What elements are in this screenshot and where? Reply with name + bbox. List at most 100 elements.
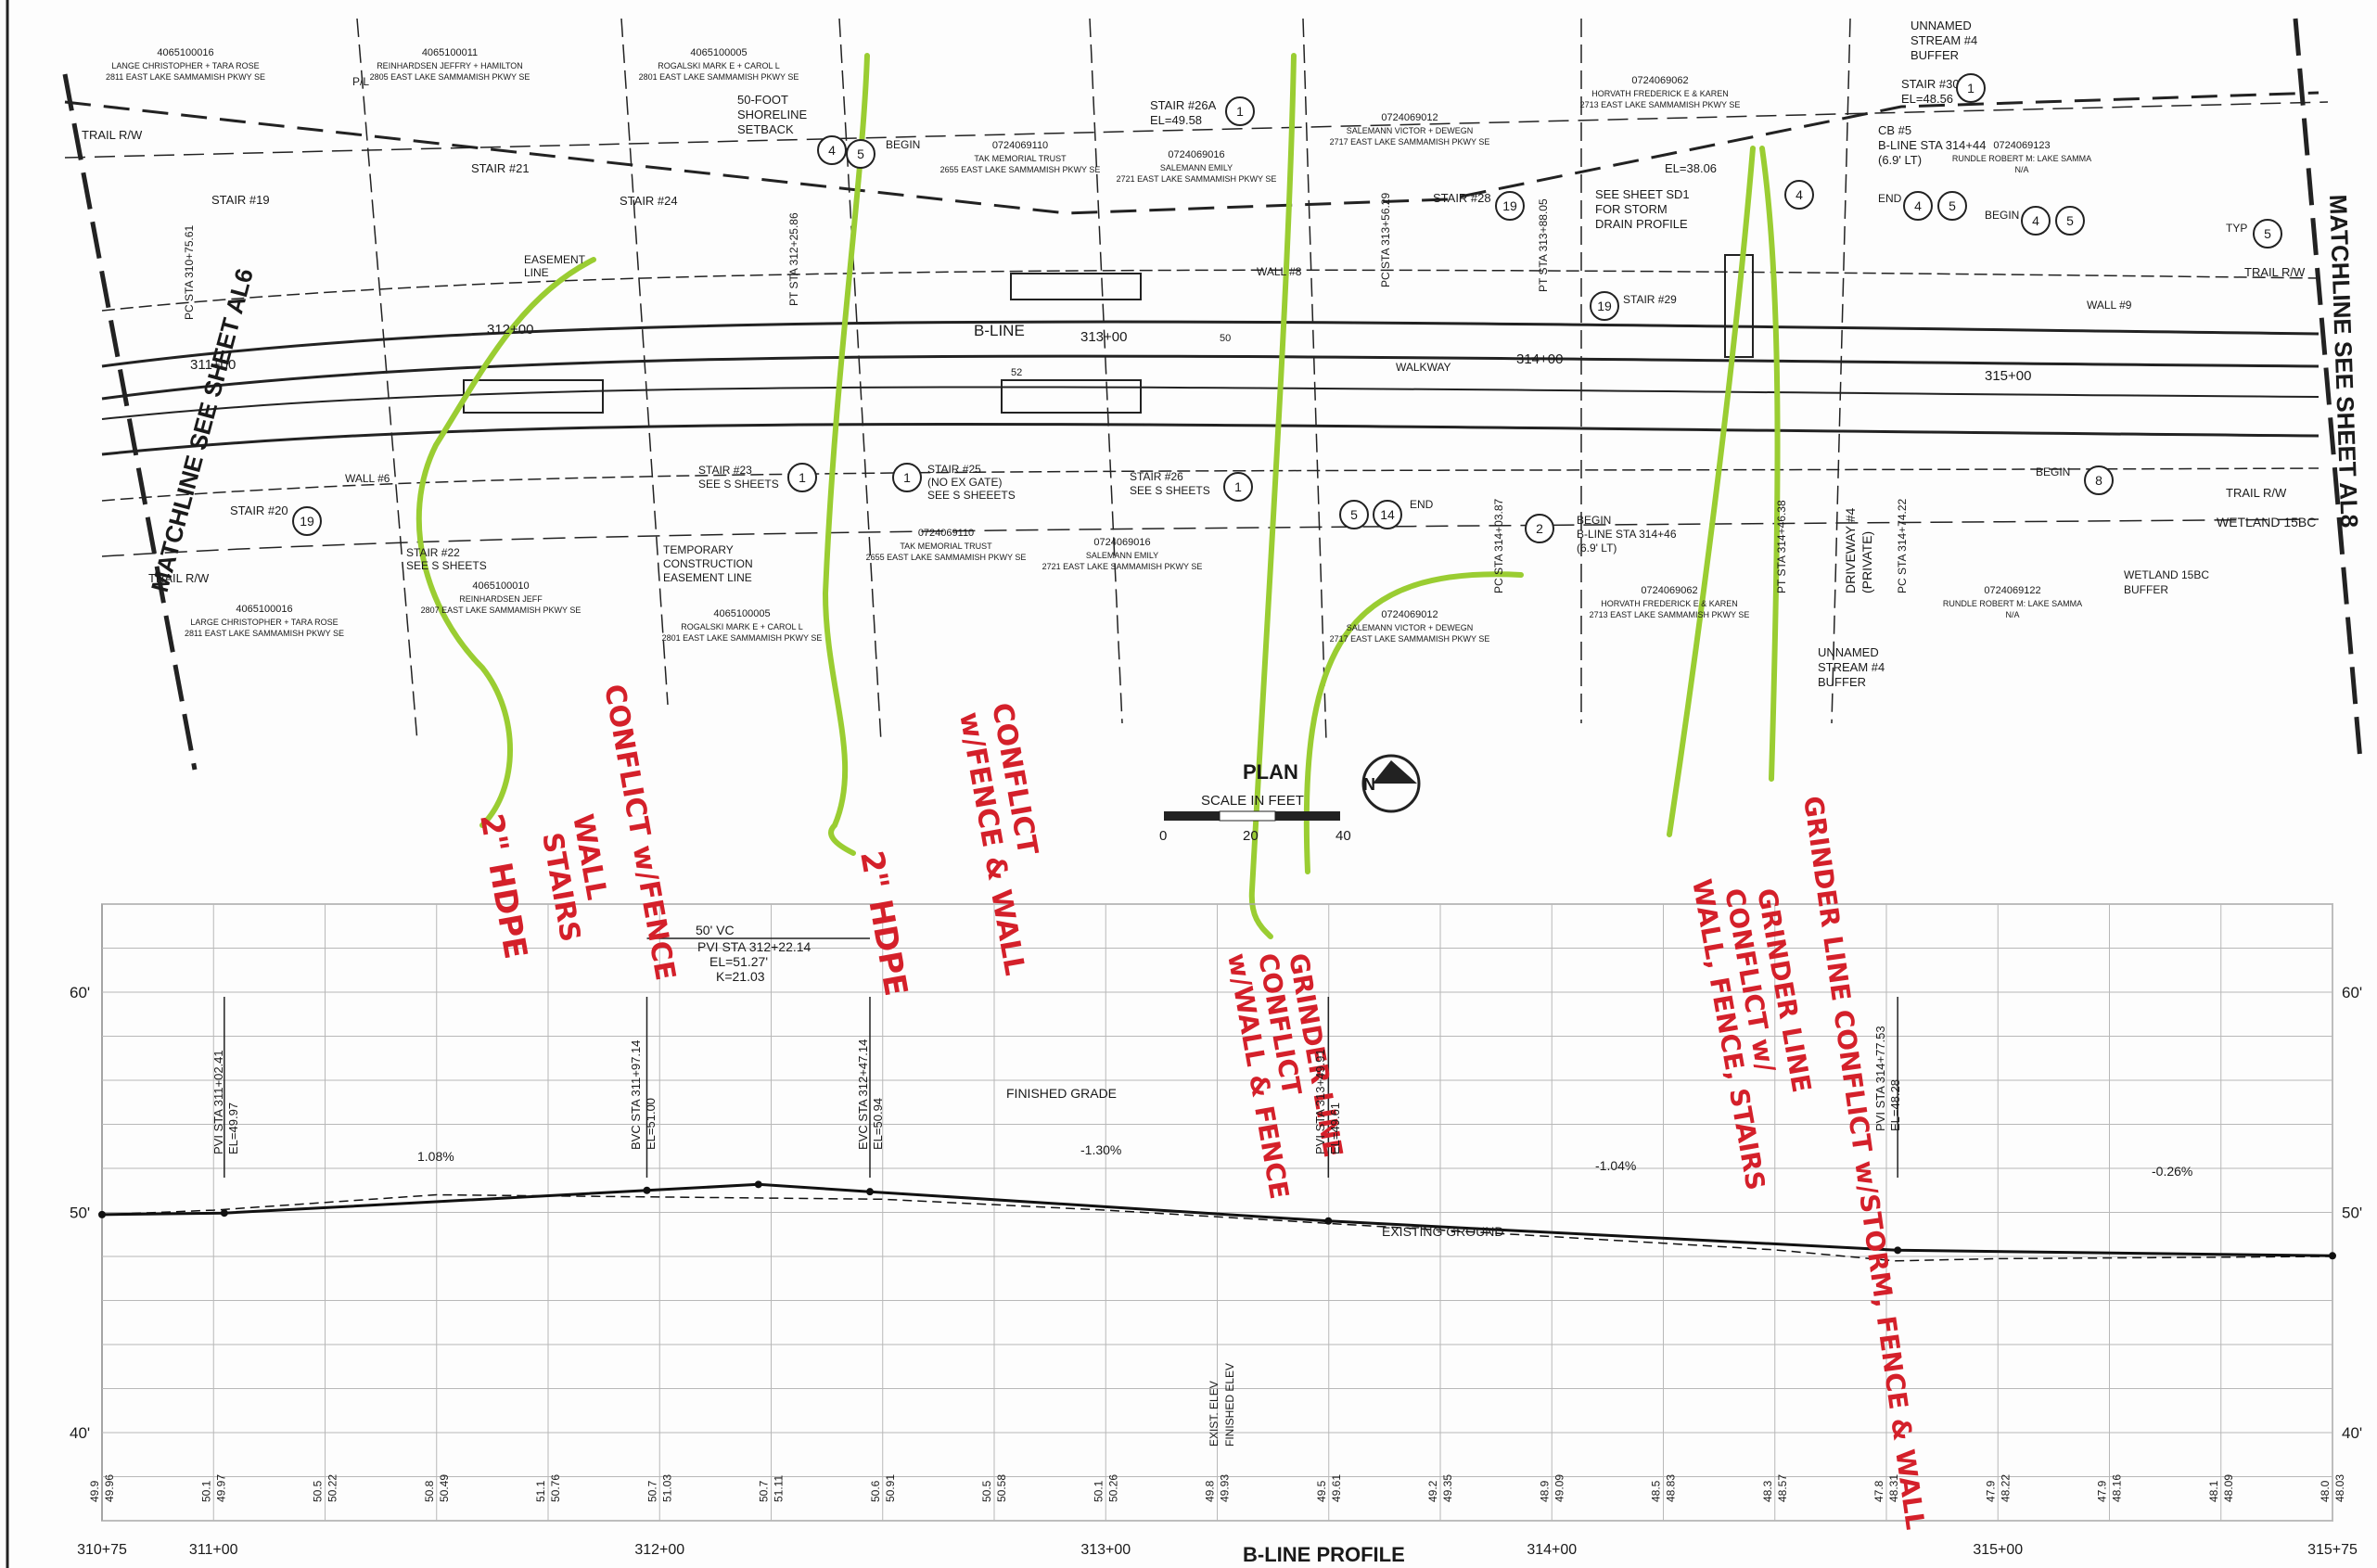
parcel-address: 2655 EAST LAKE SAMMAMISH PKWY SE: [940, 165, 1101, 174]
exist-elev: 47.9: [2096, 1480, 2109, 1502]
parcel-owner: ROGALSKI MARK E + CAROL L: [681, 622, 802, 631]
station-label: 311+00: [189, 1542, 238, 1558]
callout-number: 4: [828, 143, 836, 158]
station-label: 315+75: [2307, 1542, 2358, 1558]
callout-circle: [1495, 191, 1525, 221]
trail-rw-top-left: TRAIL R/W: [82, 128, 143, 142]
scale-bar: [1164, 810, 1340, 822]
parcel-address: 2721 EAST LAKE SAMMAMISH PKWY SE: [1042, 562, 1203, 571]
finished-elev: 48.16: [2111, 1474, 2124, 1502]
y-tick-right: 60': [2342, 984, 2362, 1001]
parcel-owner: SALEMANN VICTOR + DEWEGN: [1347, 623, 1474, 632]
trail-rw-bottom-right: TRAIL R/W: [2226, 486, 2287, 500]
stream-bot-1: UNNAMED: [1818, 645, 1879, 659]
parcel-address: 2811 EAST LAKE SAMMAMISH PKWY SE: [185, 629, 344, 638]
callout-number: 1: [799, 470, 806, 485]
matchline-left-label: MATCHLINE SEE SHEET AL6: [146, 265, 259, 594]
stair-30-el: EL=48.56: [1901, 92, 1953, 106]
parcel-id: 0724069062: [1641, 585, 1697, 596]
callout-number: 4: [2032, 213, 2039, 228]
finished-elev: 48.22: [1999, 1474, 2012, 1502]
parcel-address: 2811 EAST LAKE SAMMAMISH PKWY SE: [106, 72, 265, 82]
stream-top-2: STREAM #4: [1911, 33, 1977, 47]
stair-26a-label: STAIR #26A: [1150, 98, 1217, 112]
stair-20-label: STAIR #20: [230, 504, 288, 517]
trail-rw-top: [64, 101, 2329, 159]
finished-elev: 50.49: [438, 1474, 451, 1502]
exist-elev: 48.0: [2319, 1480, 2332, 1502]
finished-elev: 48.83: [1665, 1474, 1678, 1502]
pvi-3-a: PVI STA 313+49.91: [1313, 1049, 1327, 1154]
elev-legend-1: EXIST. ELEV: [1208, 1381, 1220, 1447]
tce-3: EASEMENT LINE: [663, 571, 752, 584]
exist-elev: 47.9: [1984, 1480, 1997, 1502]
exist-elev: 50.8: [423, 1480, 436, 1502]
callout-circle: [1373, 500, 1402, 529]
stair-26-sub: SEE S SHEETS: [1130, 484, 1210, 497]
red-markups: CONFLICT w/FENCE WALL STAIRS 2" HDPE CON…: [472, 682, 1931, 1531]
exist-elev: 49.8: [1204, 1480, 1217, 1502]
parcel-address: N/A: [2014, 165, 2028, 174]
parcel-address: 2805 EAST LAKE SAMMAMISH PKWY SE: [370, 72, 530, 82]
profile-title: B-LINE PROFILE: [1243, 1543, 1405, 1566]
pvi-main-1: PVI STA 312+22.14: [697, 939, 812, 954]
callout-circle: [2055, 206, 2085, 236]
parcel-address: 2713 EAST LAKE SAMMAMISH PKWY SE: [1580, 100, 1741, 109]
finished-elev: 49.61: [1330, 1474, 1343, 1502]
station-label: 314+00: [1527, 1542, 1577, 1558]
exist-elev: 49.9: [88, 1480, 101, 1502]
exist-elev: 50.1: [1092, 1480, 1105, 1502]
markup-1-line-1: CONFLICT w/FENCE: [597, 682, 682, 983]
finished-grade-point: [2329, 1252, 2336, 1260]
finished-elev: 51.11: [773, 1475, 786, 1502]
begin-label-2: BEGIN: [1985, 209, 2019, 222]
pc-sta-b: PC STA 313+56.29: [1379, 192, 1392, 287]
finished-elev: 49.97: [214, 1474, 227, 1502]
callout-number: 8: [2095, 473, 2102, 488]
cb-1: CB #5: [1878, 123, 1911, 137]
parcel-owner: SALEMANN VICTOR + DEWEGN: [1347, 126, 1474, 135]
callout-number: 5: [1350, 507, 1358, 522]
finished-grade-point: [754, 1180, 762, 1189]
parcel-owner: HORVATH FREDERICK E & KAREN: [1601, 599, 1738, 608]
end-label-2: END: [1878, 192, 1902, 205]
pc-sta-d: PC STA 314+74.22: [1896, 498, 1909, 593]
parcel-owner: SALEMANN EMILY: [1160, 163, 1233, 172]
plan-title: PLAN: [1243, 760, 1298, 784]
parcel-owner: LARGE CHRISTOPHER + TARA ROSE: [190, 618, 338, 627]
y-tick-left: 60': [70, 984, 90, 1001]
stair-30-label: STAIR #30: [1901, 77, 1960, 91]
sd1-2: FOR STORM: [1595, 202, 1668, 216]
driveway-2: (PRIVATE): [1859, 531, 1874, 593]
trail-rw-top-right: TRAIL R/W: [2244, 265, 2306, 279]
shoreline-1: 50-FOOT: [737, 93, 788, 107]
parcel-id: 0724069062: [1631, 75, 1688, 86]
exist-elev: 51.1: [534, 1480, 547, 1502]
parcel-address: 2801 EAST LAKE SAMMAMISH PKWY SE: [639, 72, 799, 82]
matchline-right-label: MATCHLINE SEE SHEET AL8: [2324, 194, 2364, 529]
parcel-owner: REINHARDSEN JEFF: [459, 594, 543, 604]
pvi-main-2: EL=51.27': [709, 954, 768, 969]
callout-number: 4: [1796, 187, 1803, 202]
parcel-id: 4065100005: [690, 47, 747, 58]
stair-28-label: STAIR #28: [1433, 191, 1491, 205]
pvi-1-b: EL=49.97: [226, 1103, 240, 1154]
station-313: 313+00: [1080, 329, 1127, 345]
stream-bot-2: STREAM #4: [1818, 660, 1885, 674]
pvi-main-3: K=21.03: [716, 969, 765, 984]
shoreline-3: SETBACK: [737, 122, 794, 136]
stair-25-label: STAIR #25: [927, 463, 981, 476]
profile-labels: 60' 60' 50' 50' 40' 40' 310+75 311+00 312+00 313+…: [70, 984, 2362, 1558]
easement-label: EASEMENT: [524, 253, 586, 266]
scale-tick-40: 40: [1335, 828, 1351, 844]
stair-25-sub: (NO EX GATE): [927, 476, 1002, 489]
existing-ground-label: EXISTING GROUND: [1382, 1224, 1503, 1239]
callout-number: 14: [1380, 507, 1395, 522]
stair-29-label: STAIR #29: [1623, 293, 1677, 306]
stair-26a-el: EL=49.58: [1150, 113, 1202, 127]
pt-sta-b: PT STA 313+88.05: [1537, 198, 1550, 292]
finished-grade-point: [220, 1209, 228, 1217]
wetland-label: WETLAND 15BC: [2217, 515, 2316, 529]
stair-23-label: STAIR #23: [698, 464, 752, 477]
